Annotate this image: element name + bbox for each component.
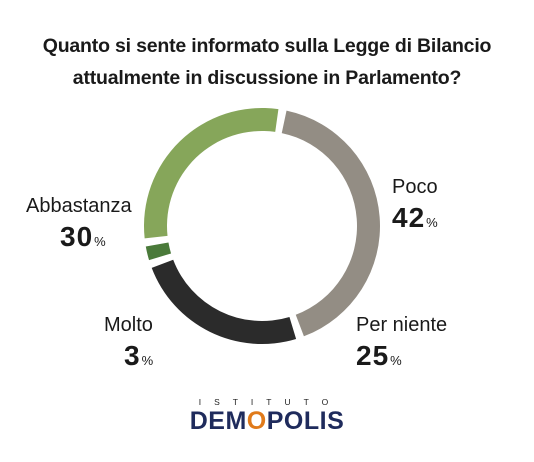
slice-poco	[281, 110, 380, 337]
label-molto: Molto 3%	[104, 314, 153, 375]
chart-title: Quanto si sente informato sulla Legge di…	[0, 30, 534, 94]
label-poco-number: 42	[392, 202, 426, 233]
logo-subtitle: ISTITUTO	[198, 397, 342, 407]
logo-brand-accent: O	[246, 407, 267, 435]
label-abbastanza-percent: %	[94, 234, 106, 249]
label-abbastanza: Abbastanza 30%	[26, 195, 132, 256]
label-molto-percent: %	[141, 353, 154, 368]
label-molto-number: 3	[124, 340, 141, 371]
label-per-niente: Per niente 25%	[356, 314, 447, 375]
label-poco: Poco 42%	[392, 176, 438, 237]
label-abbastanza-value: 30%	[60, 223, 132, 256]
label-poco-name: Poco	[392, 176, 438, 198]
label-abbastanza-name: Abbastanza	[26, 195, 132, 217]
logo-brand: DEMOPOLIS	[0, 408, 534, 434]
label-poco-percent: %	[426, 215, 438, 230]
logo-brand-end: POLIS	[266, 407, 345, 435]
label-per-niente-value: 25%	[356, 342, 447, 375]
label-molto-name: Molto	[104, 314, 153, 336]
demopolis-logo: ISTITUTO DEMOPOLIS	[0, 396, 534, 434]
logo-brand-start: DEM	[189, 407, 247, 435]
slice-abbastanza	[144, 108, 279, 239]
label-per-niente-name: Per niente	[356, 314, 448, 336]
label-per-niente-number: 25	[356, 340, 390, 371]
label-poco-value: 42%	[392, 204, 438, 237]
slice-molto	[145, 242, 172, 261]
label-abbastanza-number: 30	[60, 221, 94, 252]
label-per-niente-percent: %	[390, 353, 402, 368]
chart-title-line-2: attualmente in discussione in Parlamento…	[72, 67, 462, 89]
label-molto-value: 3%	[124, 342, 153, 375]
chart-title-line-1: Quanto si sente informato sulla Legge di…	[42, 35, 492, 57]
slice-per-niente	[151, 259, 297, 344]
